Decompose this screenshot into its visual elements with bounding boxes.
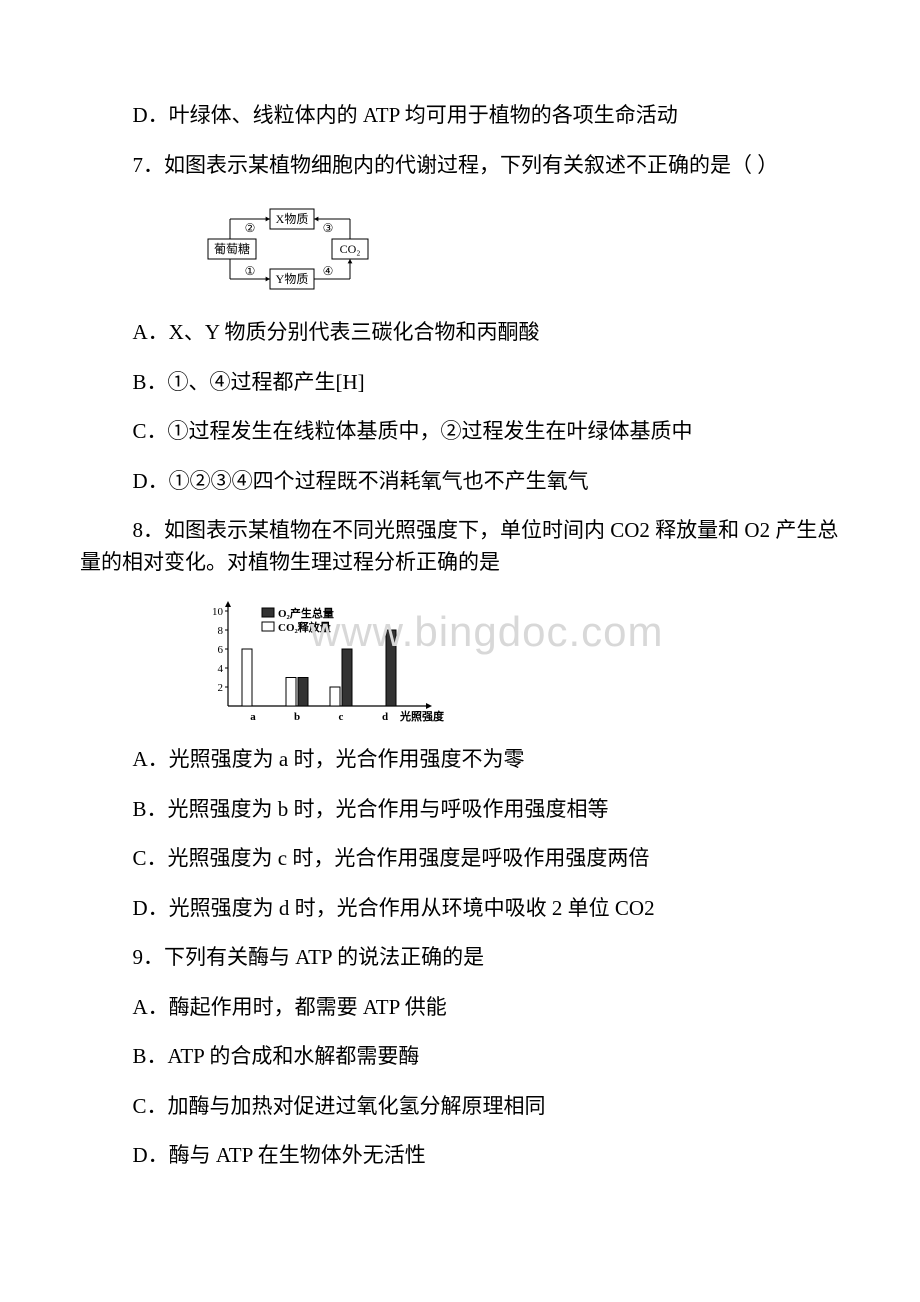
q9-stem: 9．下列有关酶与 ATP 的说法正确的是 <box>80 942 840 974</box>
svg-text:CO₂释放量: CO₂释放量 <box>278 620 331 634</box>
q8-option-c: C．光照强度为 c 时，光合作用强度是呼吸作用强度两倍 <box>80 843 840 875</box>
svg-text:Y物质: Y物质 <box>276 272 309 286</box>
svg-text:葡萄糖: 葡萄糖 <box>214 241 250 256</box>
q9-option-c: C．加酶与加热对促进过氧化氢分解原理相同 <box>80 1091 840 1123</box>
svg-text:③: ③ <box>323 221 334 235</box>
q8-option-d: D．光照强度为 d 时，光合作用从环境中吸收 2 单位 CO2 <box>80 893 840 925</box>
q8-option-a: A．光照强度为 a 时，光合作用强度不为零 <box>80 744 840 776</box>
svg-text:10: 10 <box>212 606 224 618</box>
svg-text:8: 8 <box>218 625 224 637</box>
q8-option-b: B．光照强度为 b 时，光合作用与呼吸作用强度相等 <box>80 794 840 826</box>
q8-chart: 246810abcd光照强度O₂产生总量CO₂释放量 www.bingdoc.c… <box>200 596 840 726</box>
q7-option-d: D．①②③④四个过程既不消耗氧气也不产生氧气 <box>80 466 840 498</box>
svg-text:②: ② <box>245 221 256 235</box>
svg-text:4: 4 <box>218 663 224 675</box>
q7-option-b: B．①、④过程都产生[H] <box>80 367 840 399</box>
q9-option-b: B．ATP 的合成和水解都需要酶 <box>80 1041 840 1073</box>
svg-text:d: d <box>382 711 388 723</box>
svg-text:CO₂: CO₂ <box>340 242 361 256</box>
q7-diagram: 葡萄糖 X物质 Y物质 CO₂ ② ① ③ ④ <box>200 199 840 299</box>
svg-text:光照强度: 光照强度 <box>399 709 445 723</box>
q9-option-a: A．酶起作用时，都需要 ATP 供能 <box>80 992 840 1024</box>
svg-text:X物质: X物质 <box>276 212 309 226</box>
svg-text:①: ① <box>245 264 256 278</box>
svg-text:④: ④ <box>323 264 334 278</box>
svg-text:a: a <box>250 711 256 723</box>
svg-text:2: 2 <box>218 682 224 694</box>
q6-option-d: D．叶绿体、线粒体内的 ATP 均可用于植物的各项生命活动 <box>80 100 840 132</box>
q9-option-d: D．酶与 ATP 在生物体外无活性 <box>80 1140 840 1172</box>
svg-text:6: 6 <box>218 644 224 656</box>
q7-stem: 7．如图表示某植物细胞内的代谢过程，下列有关叙述不正确的是（ ） <box>80 150 840 182</box>
svg-text:b: b <box>294 711 300 723</box>
svg-text:c: c <box>339 711 344 723</box>
svg-text:O₂产生总量: O₂产生总量 <box>278 606 334 620</box>
q8-stem: 8．如图表示某植物在不同光照强度下，单位时间内 CO2 释放量和 O2 产生总量… <box>80 515 840 578</box>
q7-option-a: A．X、Y 物质分别代表三碳化合物和丙酮酸 <box>80 317 840 349</box>
q7-option-c: C．①过程发生在线粒体基质中，②过程发生在叶绿体基质中 <box>80 416 840 448</box>
